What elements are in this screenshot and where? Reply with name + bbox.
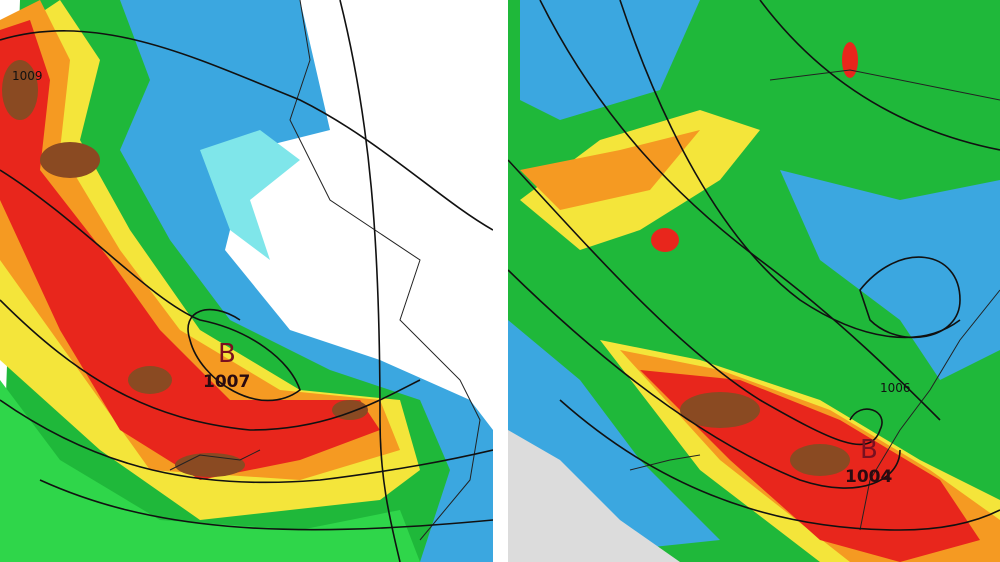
right-panel: 1006 B 1004 bbox=[508, 0, 1000, 562]
left-panel: 1009 B 1007 bbox=[0, 0, 493, 562]
isobar-label: 1009 bbox=[12, 69, 43, 83]
low-pressure-marker: B bbox=[218, 339, 236, 369]
low-pressure-value: 1004 bbox=[845, 467, 892, 487]
low-pressure-value: 1007 bbox=[203, 372, 250, 392]
low-pressure-marker: B bbox=[860, 435, 878, 465]
isobar-label: 1006 bbox=[880, 381, 911, 395]
